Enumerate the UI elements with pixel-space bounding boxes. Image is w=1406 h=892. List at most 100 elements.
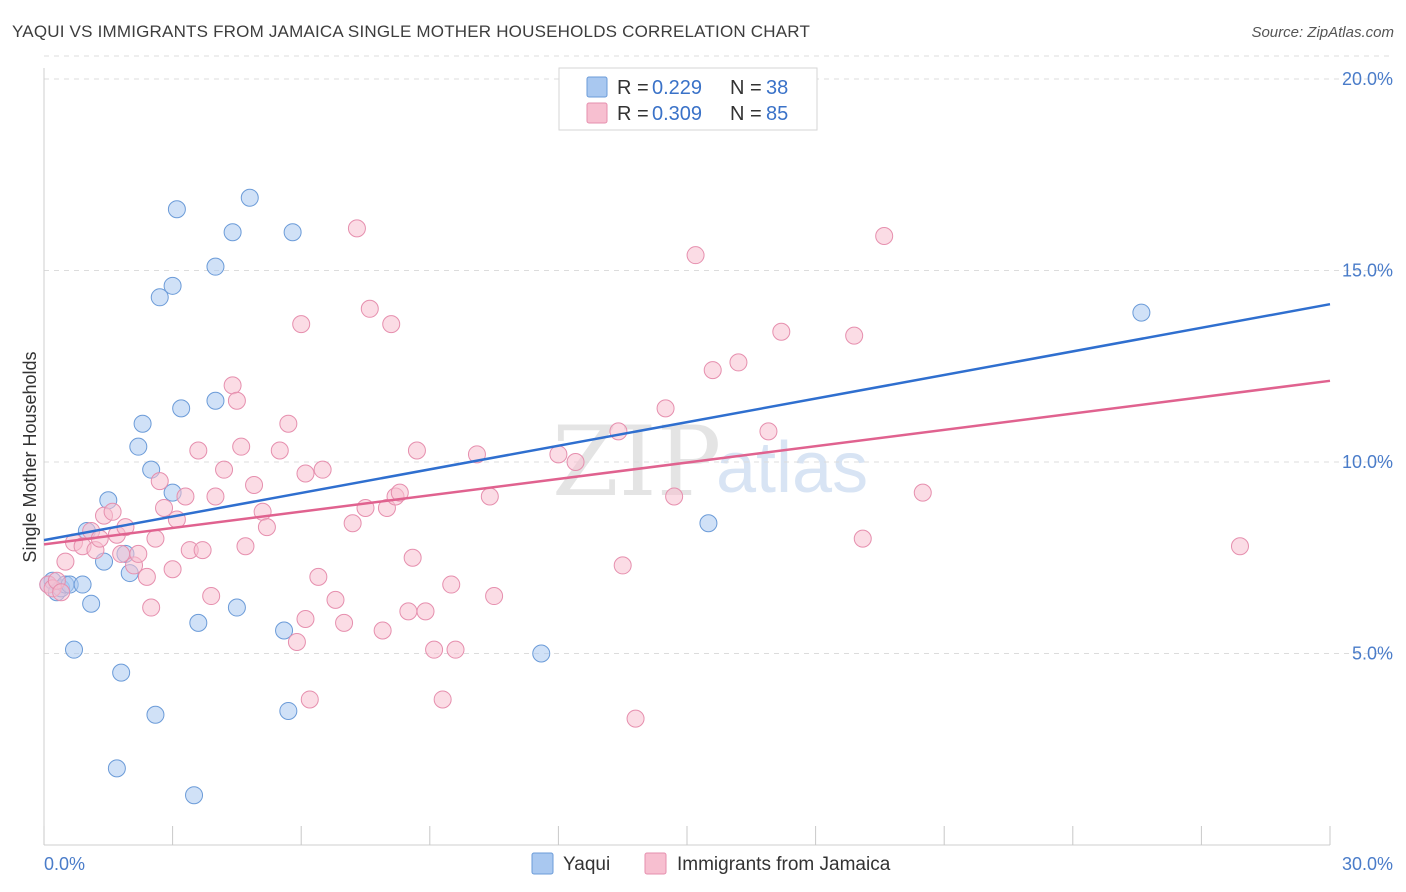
point-yaqui-28 [146,705,165,724]
point-jamaica-27 [193,541,212,560]
point-jamaica-52 [360,299,379,318]
point-jamaica-28 [202,587,221,606]
legend-r-value-jamaica: 0.309 [652,103,702,125]
point-yaqui-32 [227,598,246,617]
point-jamaica-16 [129,544,148,563]
point-jamaica-80 [772,322,791,341]
point-yaqui-24 [223,223,242,242]
point-jamaica-61 [416,602,435,621]
point-yaqui-26 [283,223,302,242]
point-jamaica-85 [1230,537,1249,556]
point-jamaica-38 [270,441,289,460]
point-jamaica-19 [146,529,165,548]
point-yaqui-15 [133,414,152,433]
point-yaqui-25 [240,188,259,207]
legend-n-label-jamaica: N = [730,103,762,125]
point-yaqui-8 [65,640,84,659]
point-yaqui-30 [185,786,204,805]
watermark: ZIP atlas [552,406,868,518]
trend-line-jamaica [43,379,1331,546]
point-yaqui-22 [206,257,225,276]
legend-r-label-yaqui: R = [617,77,649,99]
y-tick-label-5: 5.0% [1352,644,1393,664]
bottom-legend-label-yaqui: Yaqui [563,854,610,875]
point-jamaica-45 [309,567,328,586]
point-jamaica-26 [189,441,208,460]
point-jamaica-21 [155,498,174,517]
gridlines [44,55,1393,654]
point-jamaica-35 [245,475,264,494]
legend-swatch-yaqui [586,76,608,98]
point-jamaica-73 [609,422,628,441]
point-jamaica-71 [613,556,632,575]
point-jamaica-77 [703,361,722,380]
point-jamaica-65 [446,640,465,659]
point-jamaica-83 [875,227,894,246]
point-jamaica-39 [279,414,298,433]
point-yaqui-35 [532,644,551,663]
point-jamaica-20 [150,472,169,491]
point-jamaica-74 [656,399,675,418]
legend-swatch-jamaica [586,102,608,124]
point-yaqui-23 [206,391,225,410]
point-jamaica-68 [485,587,504,606]
point-yaqui-29 [107,759,126,778]
point-yaqui-21 [167,200,186,219]
point-jamaica-78 [729,353,748,372]
point-jamaica-31 [223,376,242,395]
point-jamaica-79 [759,422,778,441]
y-tick-label-20: 20.0% [1342,69,1393,89]
point-jamaica-63 [433,690,452,709]
legend-n-label-yaqui: N = [730,77,762,99]
x-tick-label-max: 30.0% [1342,854,1393,874]
point-jamaica-11 [103,502,122,521]
point-jamaica-49 [343,514,362,533]
point-jamaica-44 [300,690,319,709]
point-jamaica-55 [382,315,401,334]
point-yaqui-34 [279,701,298,720]
bottom-legend: Yaqui Immigrants from Jamaica [531,852,891,875]
point-jamaica-42 [296,464,315,483]
point-jamaica-34 [236,537,255,556]
point-yaqui-6 [73,575,92,594]
point-jamaica-17 [137,567,156,586]
legend-n-value-jamaica: 85 [766,103,788,125]
point-jamaica-81 [845,326,864,345]
point-jamaica-41 [292,315,311,334]
stats-legend: R = 0.229 N = 38 R = 0.309 N = 85 [558,67,818,131]
point-yaqui-14 [129,437,148,456]
point-yaqui-19 [150,288,169,307]
point-jamaica-47 [326,590,345,609]
point-jamaica-67 [480,487,499,506]
y-tick-labels: 5.0% 10.0% 15.0% 20.0% [1342,69,1393,664]
legend-r-value-yaqui: 0.229 [652,77,702,99]
x-ticks [43,826,1331,845]
point-yaqui-18 [172,399,191,418]
point-jamaica-30 [215,460,234,479]
point-jamaica-4 [56,552,75,571]
point-jamaica-18 [142,598,161,617]
point-yaqui-20 [163,276,182,295]
point-jamaica-24 [176,487,195,506]
legend-r-label-jamaica: R = [617,103,649,125]
bottom-legend-label-jamaica: Immigrants from Jamaica [677,854,891,875]
point-jamaica-50 [347,219,366,238]
y-tick-label-15: 15.0% [1342,261,1393,281]
point-jamaica-75 [665,487,684,506]
point-yaqui-27 [112,663,131,682]
point-jamaica-3 [52,583,71,602]
point-jamaica-62 [425,640,444,659]
point-jamaica-57 [390,483,409,502]
point-jamaica-53 [373,621,392,640]
trend-line-yaqui [43,302,1331,542]
point-jamaica-69 [549,445,568,464]
x-tick-label-min: 0.0% [44,854,85,874]
point-jamaica-48 [335,613,354,632]
point-jamaica-46 [313,460,332,479]
bottom-legend-swatch-yaqui [531,852,554,875]
point-jamaica-29 [206,487,225,506]
point-yaqui-33 [275,621,294,640]
point-jamaica-84 [913,483,932,502]
point-yaqui-37 [1132,303,1151,322]
point-jamaica-59 [403,548,422,567]
